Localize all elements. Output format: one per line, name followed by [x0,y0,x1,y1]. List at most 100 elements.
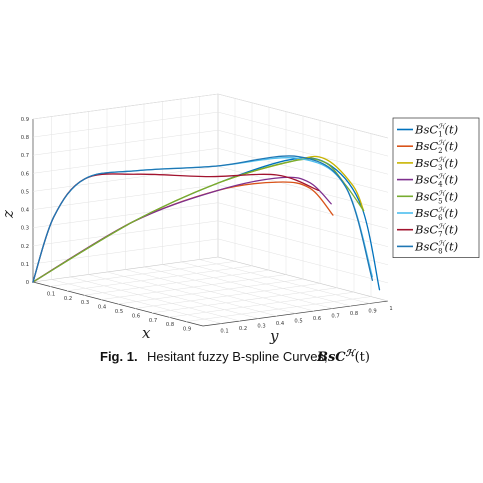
legend-entry-sub: 1 [438,131,442,139]
legend-entry-4: BsCℋ 4 (t) [414,173,458,189]
legend-entry-3: BsCℋ 3 (t) [414,156,458,172]
legend-entry-sub: 8 [438,247,442,255]
series-line-3 [32,155,365,283]
y-axis-label: y [269,327,279,345]
legend-entry-arg: (t) [445,239,459,253]
legend-entry-base: BsC [414,223,438,237]
legend-entry-sup: ℋ [438,223,446,231]
grid-line-z [217,129,389,175]
legend-entry-base: BsC [414,156,438,170]
grid-line-y [180,261,352,307]
legend-entry-base: BsC [414,139,438,153]
grid-line-z [32,166,219,192]
legend-entry-sup: ℋ [438,189,446,197]
legend-entry-sup: ℋ [438,206,446,214]
grid-line-x [185,296,372,322]
z-tick-label: 0 [26,280,29,286]
caption-symbol-arg: (t) [355,350,370,365]
legend-entry-arg: (t) [445,189,459,203]
y-tick-label: 0.7 [331,314,339,320]
grid-line-z [217,202,389,247]
legend-entry-base: BsC [414,239,438,253]
x-tick-label: 0.3 [81,300,89,306]
axes-box [32,93,389,327]
z-axis-label: z [0,210,17,219]
legend-entry-sub: 6 [438,214,443,222]
legend-entry-sub: 3 [438,164,442,172]
legend-entry-arg: (t) [445,156,459,170]
grid-lines [32,93,389,324]
grid-line-y [199,259,370,304]
y-tick-label: 0.1 [220,329,228,335]
caption-symbol-sup: ℋ [346,349,357,359]
legend-entry-arg: (t) [445,123,459,137]
legend-entry-sub: 4 [438,181,443,189]
z-tick-label: 0.5 [21,189,29,195]
legend-entry-arg: (t) [445,173,459,187]
x-tick-label: 0.5 [115,309,123,315]
legend-entry-sup: ℋ [438,173,446,181]
z-tick-label: 0.7 [21,153,29,159]
x-tick-label: 0.2 [64,296,72,302]
z-tick-label: 0.3 [21,226,29,232]
legend-entry-5: BsCℋ 5 (t) [414,189,458,205]
grid-line-z [32,238,219,265]
y-tick-label: 0.6 [313,316,321,322]
legend-entry-6: BsCℋ 6 (t) [414,206,458,222]
series-line-4 [32,176,332,283]
legend-entry-sup: ℋ [438,139,446,147]
caption-symbol-base: BsC [316,350,346,365]
grid-line-z [217,111,389,157]
y-tick-label: 1 [389,306,392,312]
series-line-5 [32,158,365,283]
legend-entry-sup: ℋ [438,123,446,131]
legend-entry-sub: 2 [438,147,442,155]
grid-line-y [143,266,315,312]
caption-prefix: Fig. 1. [100,349,138,364]
legend-entry-base: BsC [414,206,438,220]
legend-entry-sup: ℋ [438,239,446,247]
y-tick-label: 0.8 [350,311,358,317]
grid-line-z [217,93,389,139]
curve-series [32,155,381,291]
legend-entry-sub: 5 [438,197,442,205]
y-tick-label: 0.9 [368,309,376,315]
legend-entry-7: BsCℋ 7 (t) [414,223,458,239]
z-tick-label: 0.8 [21,135,29,141]
legend-entry-sub: 7 [438,231,442,239]
caption: Fig. 1. Hesitant fuzzy B-spline Curves, … [100,349,370,365]
x-tick-label: 0.1 [47,291,55,297]
x-tick-label: 0.4 [98,305,107,311]
z-tick-label: 0.9 [21,117,29,123]
legend-entry-arg: (t) [445,139,459,153]
legend-entry-8: BsCℋ 8 (t) [414,239,458,255]
legend-entry-arg: (t) [445,223,459,237]
legend: BsCℋ 1 (t)BsCℋ 2 (t)BsCℋ 3 (t)BsCℋ 4 (t)BsCℋ 5 (t)… [392,117,480,258]
legend-entry-base: BsC [414,123,438,137]
y-tick-label: 0.5 [294,319,302,325]
x-tick-label: 0.7 [149,318,157,324]
tick-labels: 0 0.1 0.2 0.3 0.4 0.5 0.6 0.7 0.8 0.9 0.1 0.2 0.3 0.4… [21,117,393,335]
y-tick-label: 0.4 [276,321,285,327]
caption-symbol: BsCℋ(t) [316,349,370,365]
z-tick-label: 0.2 [21,244,29,250]
z-tick-label: 0.6 [21,171,29,177]
grid-line-x [151,287,338,314]
grid-line-z [32,93,219,120]
grid-line-y [125,269,296,314]
grid-line-z [217,148,389,193]
x-tick-label: 0.8 [166,322,174,328]
grid-line-z [217,238,389,284]
z-tick-label: 0.4 [21,208,30,214]
grid-line-z [217,220,389,266]
y-tick-label: 0.2 [239,326,247,332]
x-tick-label: 0.6 [132,313,140,319]
legend-entry-base: BsC [414,189,438,203]
legend-entry-arg: (t) [445,206,459,220]
legend-entry-2: BsCℋ 2 (t) [414,139,458,155]
grid-line-z [32,184,219,210]
legend-entry-1: BsCℋ 1 (t) [414,123,458,139]
grid-line-z [32,111,219,138]
x-axis-label: x [142,324,151,342]
